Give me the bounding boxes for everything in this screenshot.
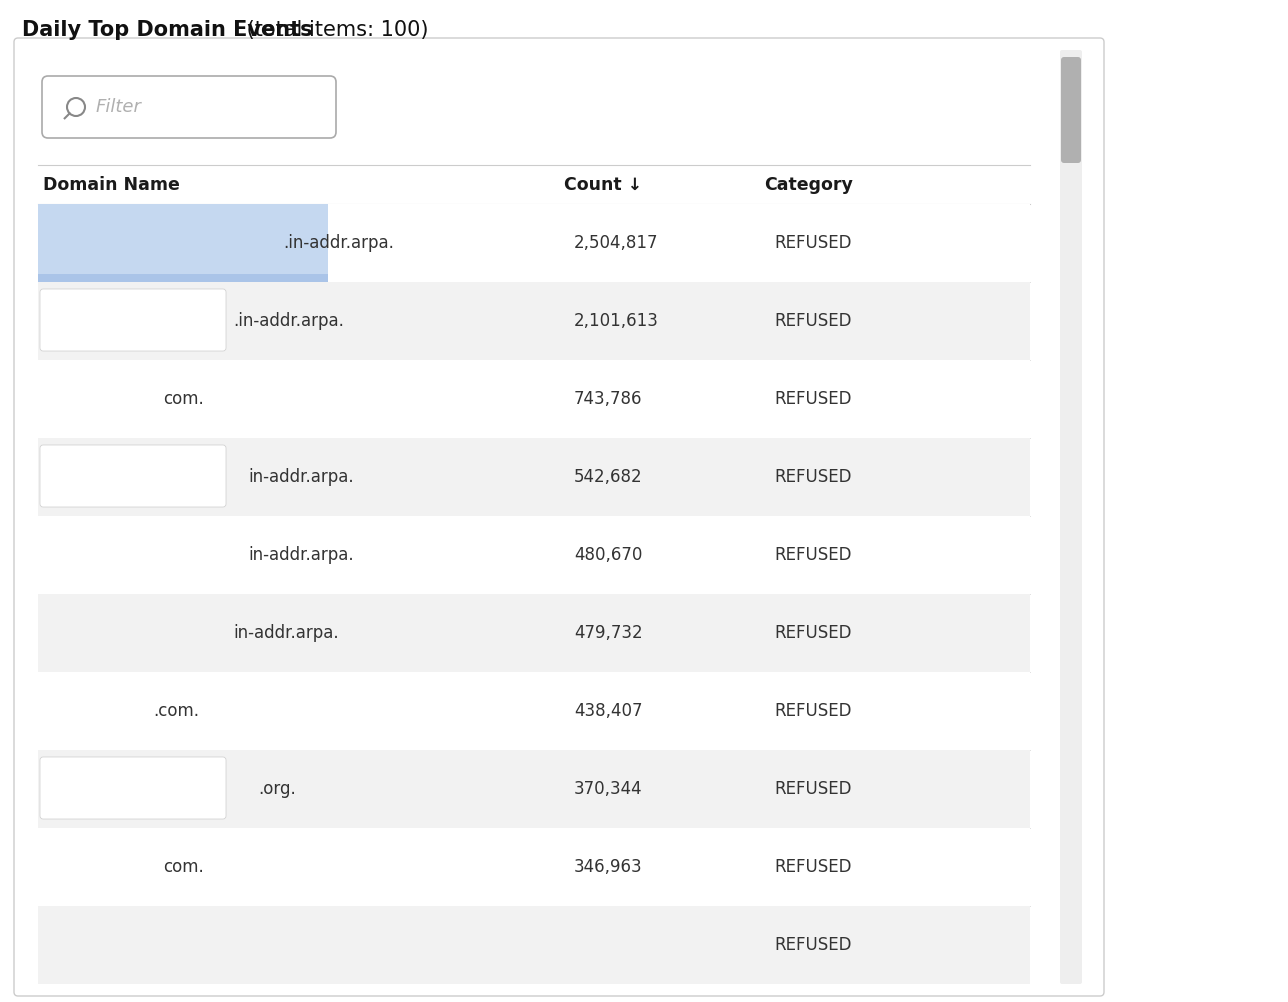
Bar [39,750,1030,828]
Text: 438,407: 438,407 [574,702,643,720]
Text: REFUSED: REFUSED [774,780,851,798]
FancyBboxPatch shape [1060,50,1082,984]
Text: REFUSED: REFUSED [774,312,851,330]
Bar [39,828,1030,906]
Bar [39,672,1030,750]
Text: REFUSED: REFUSED [774,468,851,486]
Text: .org.: .org. [259,780,296,798]
Text: 480,670: 480,670 [574,546,643,564]
Text: Category: Category [765,175,854,193]
Text: (total items: 100): (total items: 100) [240,20,429,40]
Bar [39,274,328,282]
Text: REFUSED: REFUSED [774,936,851,954]
FancyBboxPatch shape [1061,57,1081,163]
FancyBboxPatch shape [40,445,225,507]
Text: Daily Top Domain Events: Daily Top Domain Events [22,20,313,40]
Text: com.: com. [164,858,204,876]
Text: 2,504,817: 2,504,817 [574,234,658,252]
Text: .in-addr.arpa.: .in-addr.arpa. [233,312,344,330]
Text: 370,344: 370,344 [574,780,643,798]
Text: com.: com. [164,390,204,408]
Text: in-addr.arpa.: in-addr.arpa. [233,624,339,642]
FancyBboxPatch shape [14,38,1104,996]
Text: Count ↓: Count ↓ [564,175,643,193]
Text: in-addr.arpa.: in-addr.arpa. [249,546,354,564]
Bar [39,204,1030,282]
Text: 542,682: 542,682 [574,468,643,486]
Text: 346,963: 346,963 [574,858,643,876]
FancyBboxPatch shape [40,289,225,351]
Text: .in-addr.arpa.: .in-addr.arpa. [283,234,394,252]
Text: Domain Name: Domain Name [43,175,180,193]
Text: REFUSED: REFUSED [774,702,851,720]
Text: REFUSED: REFUSED [774,624,851,642]
Text: .com.: .com. [153,702,200,720]
Text: 479,732: 479,732 [574,624,643,642]
Text: 2,101,613: 2,101,613 [574,312,659,330]
Text: in-addr.arpa.: in-addr.arpa. [249,468,354,486]
FancyBboxPatch shape [40,757,225,819]
Text: REFUSED: REFUSED [774,546,851,564]
Text: REFUSED: REFUSED [774,234,851,252]
Text: REFUSED: REFUSED [774,390,851,408]
Bar [39,594,1030,672]
Bar [39,282,1030,360]
FancyBboxPatch shape [43,76,336,138]
Bar [39,204,328,282]
Bar [39,438,1030,516]
Text: 743,786: 743,786 [574,390,643,408]
Bar [39,360,1030,438]
Text: Filter: Filter [97,98,142,116]
Text: REFUSED: REFUSED [774,858,851,876]
Bar [39,516,1030,594]
Bar [39,906,1030,984]
